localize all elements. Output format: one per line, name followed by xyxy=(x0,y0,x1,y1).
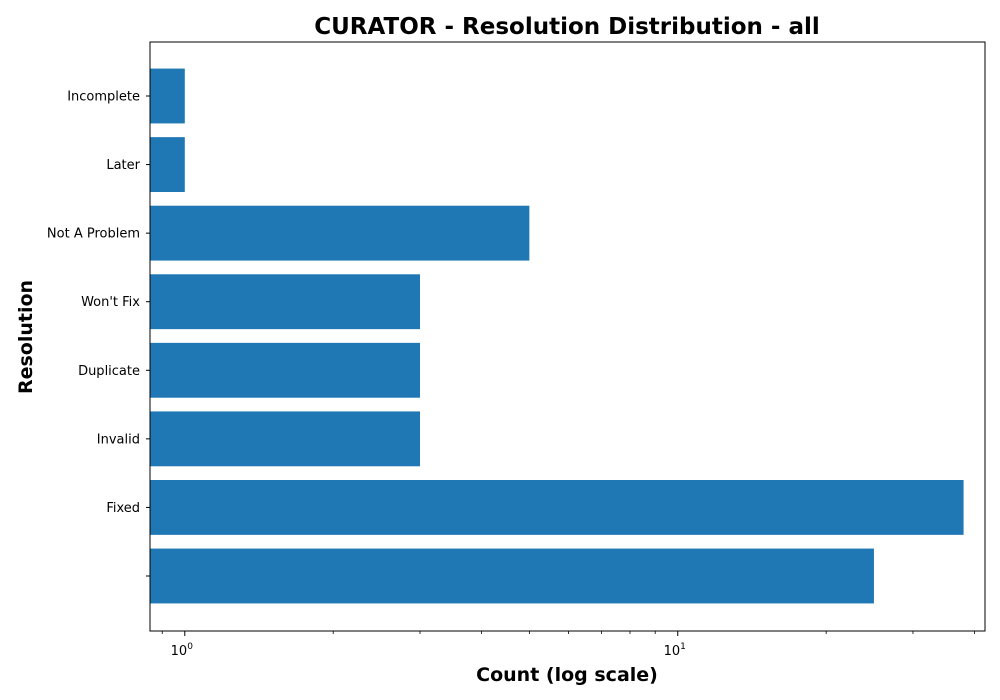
x-tick-label: 101 xyxy=(664,642,686,659)
plot-frame xyxy=(149,41,986,632)
y-axis-label: Resolution xyxy=(15,280,37,394)
y-axis-ticks: Incomplete Later Not A Problem Won't Fix Dup… xyxy=(47,90,150,577)
x-axis-label: Count (log scale) xyxy=(476,664,658,686)
x-tick-label: 100 xyxy=(171,642,194,659)
bar-won-t-fix xyxy=(150,274,420,330)
y-tick-label: Later xyxy=(106,158,140,173)
bar-not-a-problem xyxy=(150,205,530,261)
bars-group xyxy=(150,68,964,604)
y-tick-label: Not A Problem xyxy=(47,227,140,242)
bar-duplicate xyxy=(150,342,420,398)
bar-unlabeled xyxy=(150,548,874,604)
bar-later xyxy=(150,137,185,192)
y-tick-label: Incomplete xyxy=(67,90,140,105)
y-tick-label: Fixed xyxy=(106,501,140,516)
bar-invalid xyxy=(150,411,420,467)
x-axis-ticks: 100 101 xyxy=(161,631,975,659)
chart-title: CURATOR - Resolution Distribution - all xyxy=(314,14,820,40)
bar-incomplete xyxy=(150,68,185,124)
y-tick-label: Duplicate xyxy=(78,364,140,379)
y-tick-label: Invalid xyxy=(97,432,140,447)
bar-fixed xyxy=(150,480,964,535)
y-tick-label: Won't Fix xyxy=(81,295,140,310)
